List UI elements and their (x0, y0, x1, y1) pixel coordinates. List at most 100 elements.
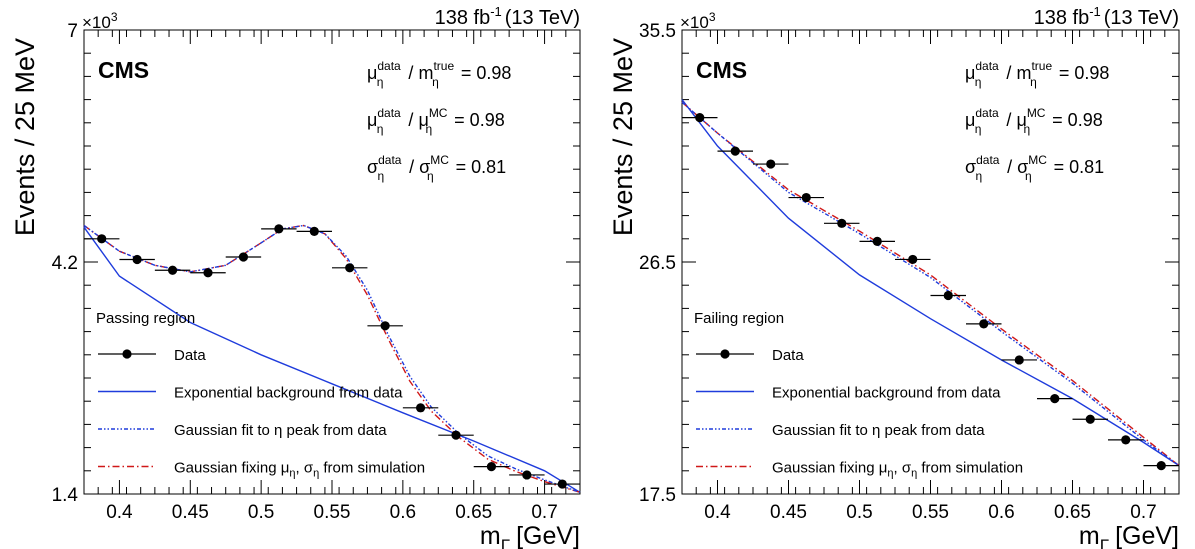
y-tick-label: 35.5 (639, 21, 676, 42)
legend-data-marker (122, 349, 132, 359)
y-axis-label: Events / 25 MeV (10, 38, 40, 236)
y-axis-label: Events / 25 MeV (608, 38, 638, 236)
ratio-slash: / (1001, 110, 1016, 130)
ratio-annotation: μdata η / mtrue η = 0.98 (965, 59, 1109, 89)
ratio-sub: η (377, 75, 384, 89)
data-point (451, 430, 461, 440)
ratio-symbol: μ (965, 63, 975, 83)
legend-text-mid: , σ (296, 460, 314, 477)
legend-entry-label: Data (174, 347, 206, 364)
ratio-annotation: σdata η / σMC η = 0.81 (965, 153, 1104, 183)
ratio-slash: / (403, 63, 418, 83)
luminosity-value: 138 fb (1034, 7, 1090, 29)
ratio-annotation: σdata η / σMC η = 0.81 (367, 153, 506, 183)
legend-text: Gaussian fixing μ (174, 460, 289, 477)
data-point (1121, 435, 1131, 445)
x-axis-label: mΓ [GeV] (1079, 522, 1179, 549)
data-point (695, 113, 705, 123)
ratio-annotation: μdata η / μMC η = 0.98 (367, 106, 505, 136)
ratio-sub: η (975, 122, 982, 136)
y-multiplier-base: ×10 (680, 13, 709, 32)
x-axis-label: mΓ [GeV] (480, 522, 580, 549)
energy-label: (13 TeV) (1104, 7, 1179, 29)
data-point (274, 224, 284, 234)
legend-sub: η (289, 468, 295, 480)
ratio-sup-2: true (1031, 59, 1052, 73)
legend-text: Gaussian fixing μ (772, 460, 887, 477)
data-point (1085, 414, 1095, 424)
y-tick-label: 7 (67, 21, 78, 42)
ratio-slash: / (1002, 157, 1017, 177)
luminosity-label: 138 fb-1 (13 TeV) (435, 4, 580, 29)
x-tick-label: 0.55 (912, 502, 949, 523)
luminosity-value: 138 fb (435, 7, 491, 29)
ratio-symbol-2: μ (418, 110, 428, 130)
data-point (380, 321, 390, 331)
data-point (522, 470, 532, 480)
ratio-sub: η (975, 75, 982, 89)
gaussian-fit-curve (681, 101, 1180, 467)
ratio-symbol-2: σ (419, 157, 430, 177)
ratio-sub: η (377, 122, 384, 136)
x-axis-label-main: m (1079, 522, 1100, 549)
ratio-value: = 0.81 (1054, 157, 1105, 177)
ratio-slash: / (403, 110, 418, 130)
legend-entry-label: Gaussian fixing μη, ση from simulation (772, 460, 1023, 480)
ratio-annotation: μdata η / μMC η = 0.98 (965, 106, 1103, 136)
data-point (415, 403, 426, 413)
x-tick-label: 0.4 (106, 502, 133, 523)
data-point (730, 146, 740, 156)
data-point (167, 265, 178, 275)
gaussian-fit-curve (83, 224, 581, 493)
legend-sub-2: η (911, 468, 917, 480)
x-tick-label: 0.4 (704, 502, 731, 523)
legend-text: Exponential background from data (174, 385, 403, 402)
ratio-sub-2: η (425, 122, 432, 136)
x-tick-label: 0.6 (988, 502, 1014, 523)
x-axis-label-main: m (480, 522, 501, 549)
data-point (908, 254, 918, 265)
background-curve (83, 226, 581, 493)
ratio-sub: η (975, 169, 982, 183)
ratio-sup: data (975, 106, 999, 120)
ratio-sup: data (377, 106, 401, 120)
ratio-sub-2: η (432, 75, 439, 89)
ratio-value: = 0.98 (454, 110, 505, 130)
x-tick-label: 0.6 (390, 502, 416, 523)
data-point (943, 290, 953, 301)
legend-entry-label: Exponential background from data (772, 385, 1001, 402)
legend-sub-2: η (313, 468, 319, 480)
data-point (345, 263, 355, 273)
legend-text-tail: from simulation (917, 460, 1023, 477)
x-tick-label: 0.7 (531, 502, 557, 523)
ratio-sub-2: η (427, 169, 434, 183)
ratio-value: = 0.98 (461, 63, 512, 83)
legend-entry-label: Gaussian fixing μη, ση from simulation (174, 460, 425, 480)
luminosity-exp: -1 (490, 4, 502, 19)
x-tick-label: 0.5 (846, 502, 872, 523)
ratio-sup: data (975, 59, 999, 73)
legend-text: Gaussian fit to η peak from data (174, 422, 387, 439)
x-tick-label: 0.45 (770, 502, 807, 523)
y-multiplier: ×103 (82, 10, 118, 32)
x-axis-label-unit: [GeV] (516, 522, 580, 549)
legend-text-tail: from simulation (319, 460, 425, 477)
ratio-value: = 0.98 (1052, 110, 1103, 130)
passing-region-panel: 0.4 0.45 0.5 0.55 0.6 0.65 0.7 7 4.2 1.4 ×103 138 f… (10, 4, 581, 549)
ratio-slash: / (404, 157, 419, 177)
ratio-value: = 0.81 (456, 157, 507, 177)
experiment-label: CMS (696, 57, 747, 83)
x-tick-label: 0.5 (248, 502, 274, 523)
region-label: Failing region (694, 310, 784, 327)
y-multiplier-exp: 3 (111, 10, 118, 24)
ratio-symbol: μ (367, 110, 377, 130)
ratio-symbol: μ (367, 63, 377, 83)
energy-label: (13 TeV) (505, 7, 580, 29)
y-multiplier-base: ×10 (82, 13, 111, 32)
luminosity-label: 138 fb-1 (13 TeV) (1034, 4, 1179, 29)
legend-entry-label: Gaussian fit to η peak from data (174, 422, 387, 439)
region-label: Passing region (96, 310, 195, 327)
legend-text: Data (772, 347, 804, 364)
ratio-annotation: μdata η / mtrue η = 0.98 (367, 59, 511, 89)
